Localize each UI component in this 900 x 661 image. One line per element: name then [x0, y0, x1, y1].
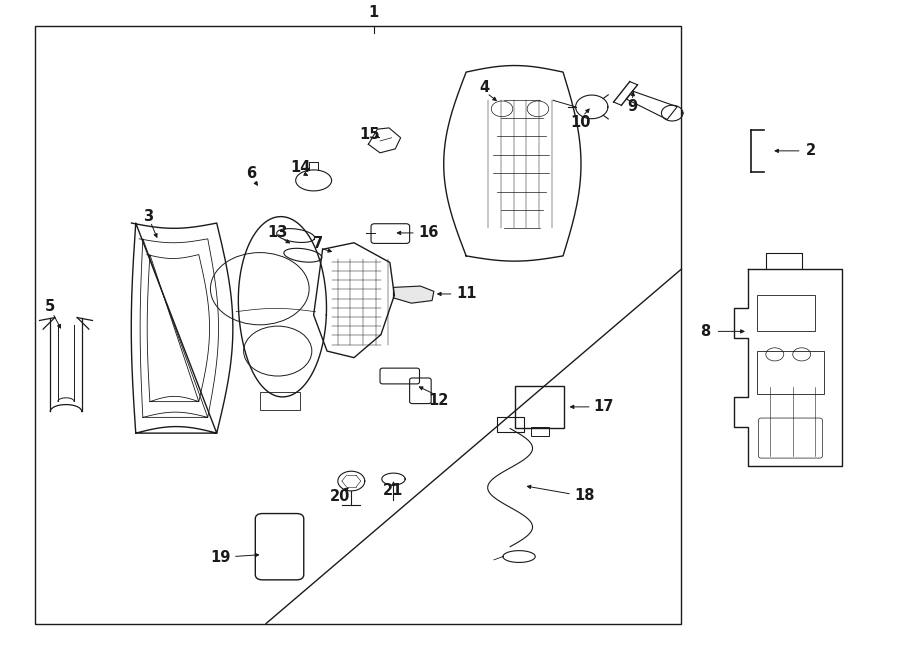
- Bar: [35, 26, 681, 623]
- Text: 7: 7: [313, 236, 323, 251]
- Text: 4: 4: [479, 80, 490, 95]
- Bar: [515, 385, 564, 428]
- Polygon shape: [393, 286, 434, 303]
- Text: 12: 12: [428, 393, 448, 408]
- Bar: [497, 417, 524, 432]
- Text: 8: 8: [700, 324, 710, 339]
- Text: 19: 19: [211, 551, 231, 565]
- Bar: [757, 351, 824, 394]
- Text: 16: 16: [418, 225, 439, 241]
- Text: 1: 1: [369, 5, 379, 20]
- Text: 3: 3: [142, 209, 153, 224]
- Bar: [757, 295, 815, 331]
- Bar: [260, 392, 301, 410]
- Text: 14: 14: [290, 160, 310, 175]
- Text: 20: 20: [330, 489, 351, 504]
- Text: 11: 11: [456, 286, 477, 301]
- Text: 10: 10: [570, 115, 590, 130]
- Text: 2: 2: [806, 143, 816, 159]
- Text: 13: 13: [267, 225, 288, 241]
- Text: 6: 6: [246, 167, 256, 181]
- Text: 5: 5: [45, 299, 55, 314]
- Bar: [531, 427, 549, 436]
- Text: 21: 21: [383, 483, 404, 498]
- Text: 9: 9: [627, 98, 637, 114]
- Text: 18: 18: [574, 488, 594, 503]
- Text: 17: 17: [594, 399, 614, 414]
- Text: 15: 15: [359, 127, 380, 142]
